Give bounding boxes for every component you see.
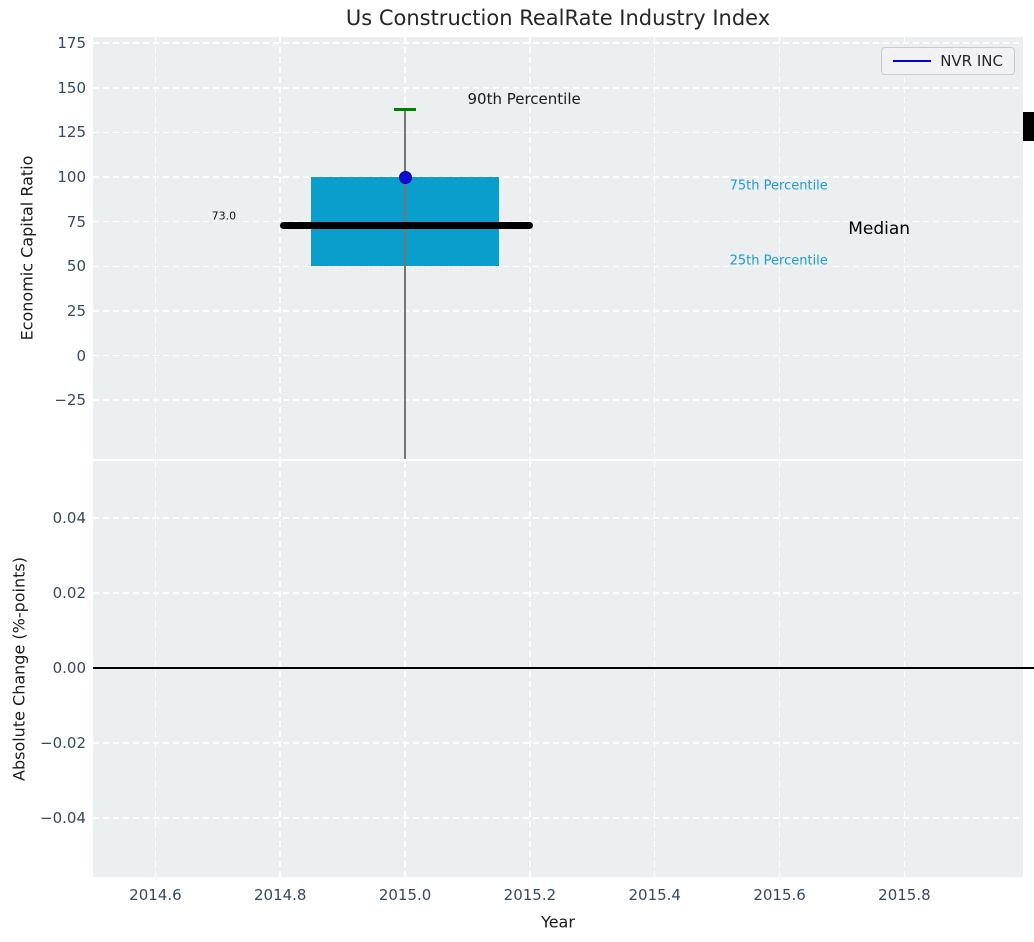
gridline-horizontal xyxy=(93,817,1023,819)
x-tick-label: 2015.0 xyxy=(378,886,432,904)
median-line xyxy=(280,221,534,229)
gridline-horizontal xyxy=(93,742,1023,744)
gridline-vertical xyxy=(529,37,531,459)
y-tick-label: 125 xyxy=(57,123,86,142)
gridline-vertical xyxy=(778,37,781,459)
gridline-vertical xyxy=(778,461,781,877)
y-tick-label: −0.04 xyxy=(40,809,86,828)
bottom-axes-absolute-change xyxy=(93,461,1023,877)
annotation-73-0: 73.0 xyxy=(211,209,237,223)
chart-title: Us Construction RealRate Industry Index xyxy=(345,6,771,30)
y-tick-label: 0.04 xyxy=(52,509,86,528)
x-axis-label: Year xyxy=(541,912,575,932)
annotation-90th-percentile: 90th Percentile xyxy=(467,90,581,109)
x-tick-label: 2014.8 xyxy=(253,886,307,904)
x-tick-label: 2015.2 xyxy=(503,886,557,904)
whisker-line xyxy=(404,109,406,459)
gridline-vertical xyxy=(653,461,656,877)
gridline-horizontal xyxy=(93,265,1023,268)
top-axes-economic-capital-ratio: 90th Percentile 75th Percentile Median 25th… xyxy=(93,37,1023,459)
annotation-25th-percentile: 25th Percentile xyxy=(729,253,828,269)
company-data-point xyxy=(398,170,412,184)
screen-artifact-black-box xyxy=(1023,112,1034,141)
annotation-median: Median xyxy=(848,218,911,239)
legend: NVR INC xyxy=(881,47,1015,75)
y-tick-label: 75 xyxy=(66,212,86,231)
y-tick-label: 0.02 xyxy=(52,584,86,603)
gridline-horizontal xyxy=(93,354,1023,357)
legend-line-sample-icon xyxy=(893,59,932,63)
annotation-75th-percentile: 75th Percentile xyxy=(729,178,828,194)
x-tick-label: 2015.4 xyxy=(628,886,681,904)
x-tick-label: 2014.6 xyxy=(129,886,182,904)
gridline-horizontal xyxy=(93,310,1023,312)
y-tick-label: 175 xyxy=(57,34,86,53)
x-tick-label: 2015.8 xyxy=(878,886,931,904)
y-tick-label: 150 xyxy=(57,78,86,97)
y-tick-label: −0.02 xyxy=(40,734,86,753)
gridline-vertical xyxy=(279,37,281,459)
x-tick-label: 2015.6 xyxy=(753,886,806,904)
y-tick-label: 25 xyxy=(66,301,86,320)
gridline-vertical xyxy=(154,37,157,459)
y-tick-label: 0.00 xyxy=(52,659,86,678)
y-tick-label: −25 xyxy=(54,391,86,410)
gridline-vertical xyxy=(279,461,281,877)
gridline-horizontal xyxy=(93,592,1023,594)
gridline-horizontal xyxy=(93,176,1023,178)
gridline-vertical xyxy=(653,37,656,459)
gridline-horizontal xyxy=(93,131,1023,134)
gridline-vertical xyxy=(404,461,406,877)
gridline-vertical xyxy=(529,461,531,877)
y-tick-label: 0 xyxy=(76,346,86,365)
zero-line xyxy=(93,667,1034,669)
y-tick-label: 100 xyxy=(57,168,86,187)
gridline-horizontal xyxy=(93,399,1023,401)
gridline-vertical xyxy=(903,461,906,877)
whisker-cap-90th-percentile xyxy=(394,107,417,112)
gridline-horizontal xyxy=(93,42,1023,44)
gridline-horizontal xyxy=(93,87,1023,89)
gridline-vertical xyxy=(903,37,906,459)
legend-label: NVR INC xyxy=(940,52,1003,70)
y-tick-label: 50 xyxy=(66,257,86,276)
gridline-horizontal xyxy=(93,517,1023,519)
gridline-horizontal xyxy=(93,220,1023,223)
gridline-vertical xyxy=(154,461,157,877)
